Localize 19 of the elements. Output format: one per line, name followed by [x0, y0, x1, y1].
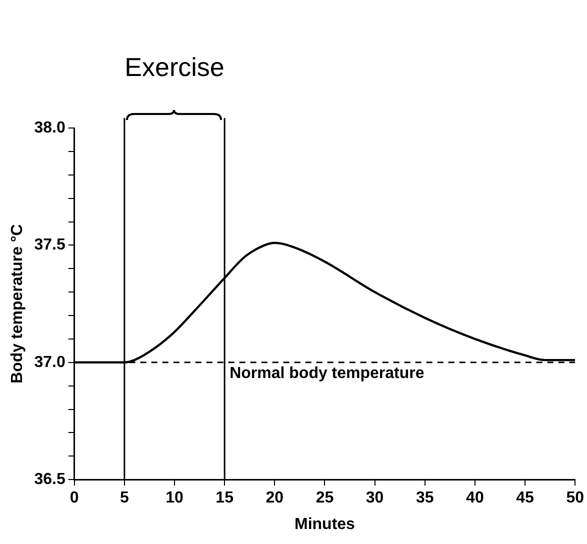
y-tick-label: 36.5 — [34, 471, 66, 488]
y-axis-title: Body temperature °C — [9, 224, 26, 384]
ref-line-label: Normal body temperature — [230, 364, 424, 382]
x-tick-label: 30 — [366, 490, 384, 507]
x-tick-label: 35 — [416, 490, 434, 507]
x-tick-label: 40 — [466, 490, 484, 507]
x-tick-label: 5 — [120, 490, 129, 507]
y-tick-label: 38.0 — [34, 119, 66, 136]
x-tick-label: 20 — [266, 490, 284, 507]
x-tick-label: 10 — [166, 490, 184, 507]
x-axis-title: Minutes — [294, 516, 356, 533]
x-tick-label: 15 — [216, 490, 234, 507]
text: Exercise — [124, 52, 224, 82]
y-tick-label: 37.0 — [34, 354, 66, 371]
x-tick-label: 50 — [566, 490, 584, 507]
x-tick-label: 25 — [316, 490, 334, 507]
x-tick-label: 0 — [70, 490, 79, 507]
y-tick-label: 37.5 — [34, 236, 66, 254]
x-tick-label: 45 — [516, 490, 534, 507]
